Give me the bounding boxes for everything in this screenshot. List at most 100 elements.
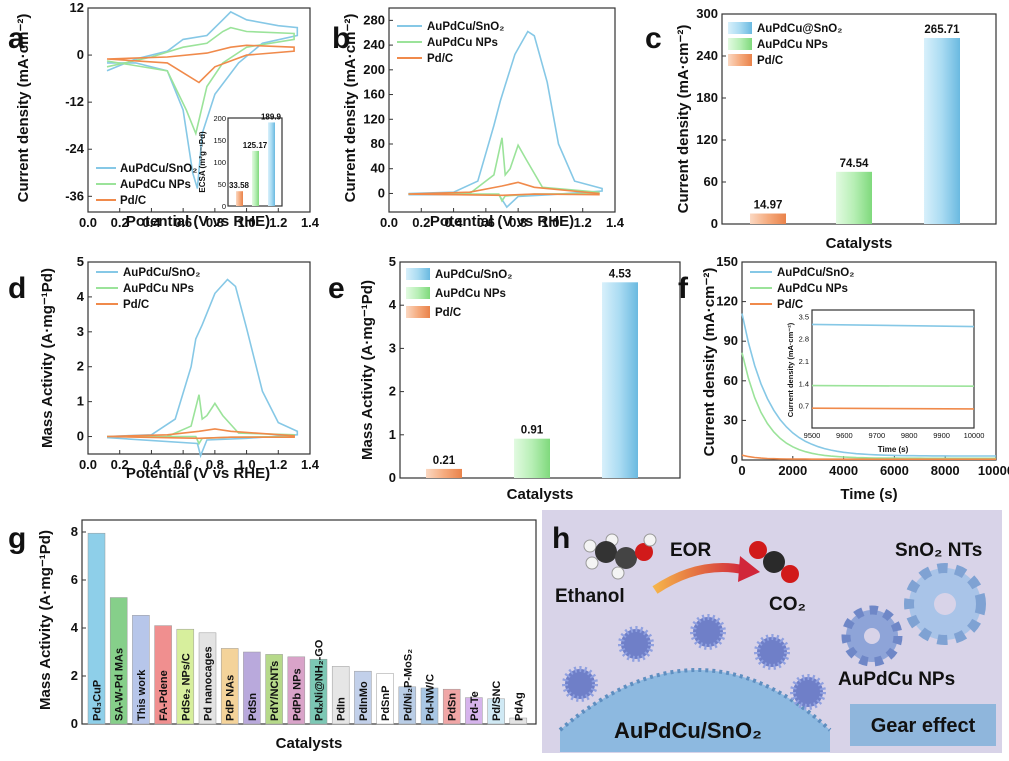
panel-a-curves	[106, 10, 299, 189]
y-tick-label: 0	[378, 185, 385, 200]
panel-e-legend: AuPdCu/SnO₂ AuPdCu NPs Pd/C	[406, 268, 512, 319]
legend-d-snO2: AuPdCu/SnO₂	[123, 267, 200, 279]
panel-c-legend: AuPdCu@SnO₂ AuPdCu NPs Pd/C	[728, 22, 842, 67]
y-tick-label: 240	[696, 48, 718, 63]
panel-d-y-label: Mass Activity (A·mg⁻¹Pd)	[39, 268, 56, 448]
bar-category-label: PdY/NCNTs	[269, 661, 281, 721]
bar	[376, 673, 394, 725]
panel-f-y-label: Current density (mA·cm⁻²)	[701, 268, 718, 457]
bar-value-label: 14.97	[754, 200, 783, 212]
panel-f-inset-x-label: Time (s)	[878, 445, 909, 454]
y-tick-label: 180	[696, 90, 718, 105]
panel-f-inset-curves: 0.7 1.4 2.1 2.8 3.5 9500 9600 9700 9800 9900 10000	[799, 312, 985, 440]
legend-c-nps: AuPdCu NPs	[757, 39, 828, 51]
bar	[442, 688, 461, 725]
bar	[265, 654, 283, 725]
legend-b-nps: AuPdCu NPs	[427, 37, 498, 49]
nps-label: AuPdCu NPs	[838, 669, 955, 690]
x-tick-label: 0.0	[380, 215, 398, 230]
panel-e-x-label: Catalysts	[507, 486, 574, 503]
bar-value-label: 265.71	[924, 24, 960, 36]
curve-pdc	[741, 454, 996, 460]
gear-small-icon	[841, 605, 903, 667]
curve-snO2	[741, 313, 996, 457]
inset-bar-label: 189.9	[261, 112, 282, 121]
panel-b-y-label: Current density (mA·cm⁻²)	[342, 14, 359, 203]
x-tick-label: 0.4	[142, 215, 161, 230]
panel-f: f 0 30 60 90 120 150 0 2000 4000 6000 8000 10000 T…	[678, 254, 1009, 503]
x-tick-label: 10000	[978, 463, 1009, 478]
panel-h: h Ethanol EOR CO₂ SnO₂ NTs	[542, 510, 1002, 753]
bar-category-label: Pd-NW/C	[425, 674, 437, 721]
panel-c-bars: 14.97 74.54 265.71	[750, 24, 960, 225]
spiky-nanoparticles	[562, 614, 826, 710]
bar	[398, 686, 417, 725]
bar	[309, 658, 328, 725]
eor-arrow	[652, 563, 746, 594]
panel-a-inset-y-label: ECSA (m²g⁻¹Pd)	[198, 131, 207, 193]
bar-category-label: PdSnP	[380, 686, 392, 721]
bar-value-label: 4.53	[609, 268, 631, 280]
panel-a-x-ticks: 0.0 0.2 0.4 0.6 0.8 1.0 1.2 1.4	[79, 208, 320, 230]
y-tick-label: 8	[71, 524, 78, 539]
panel-label-h: h	[552, 522, 570, 555]
panel-f-legend: AuPdCu/SnO₂ AuPdCu NPs Pd/C	[750, 267, 854, 311]
curve-snO2	[106, 10, 299, 189]
inset-curve-nps	[811, 384, 975, 387]
bar	[836, 171, 872, 224]
bar-value-label: 0.91	[521, 425, 544, 437]
co2-molecule	[749, 541, 799, 583]
panel-d-curves	[106, 278, 299, 459]
bar-category-label: Pd nanocages	[203, 646, 215, 721]
panel-g-bars: Pd₃CuP SA-W-Pd MAs This work FA-Pdene PdSe₂ …	[87, 532, 528, 725]
sno2-support	[560, 670, 830, 752]
curve-pdc	[106, 44, 295, 84]
bar-category-label: FA-Pdene	[158, 670, 170, 721]
y-tick-label: 6	[71, 572, 78, 587]
inset-y-tick-label: 100	[213, 158, 226, 167]
bar	[220, 648, 239, 725]
panel-e: e 0 1 2 3 4 5 Catalysts Mass Activity (A·mg⁻¹…	[328, 254, 681, 503]
y-tick-label: 1	[77, 394, 84, 409]
x-tick-label: 0.6	[174, 215, 192, 230]
inset-y-tick-label: 50	[218, 180, 226, 189]
panel-b-y-ticks: 0 40 80 120 160 200 240 280	[363, 12, 393, 200]
inset-bar-label: 125.17	[243, 141, 268, 150]
gear-effect-box	[850, 704, 996, 746]
panel-d: d 0 1 2 3 4 5 0.0 0.2 0.4 0.6 0.8 1.0 1.2 1.4 Potent…	[8, 254, 320, 482]
bar	[109, 597, 128, 725]
legend-c-pdc: Pd/C	[757, 55, 783, 67]
bar	[426, 468, 462, 478]
panel-g: g 0 2 4 6 8 Catalysts Mass Activity (A·mg⁻¹P…	[8, 519, 537, 752]
bar-category-label: PdSe₂ NPs/C	[180, 653, 192, 721]
panel-a-y-ticks: 12 0 -12 -24 -36	[65, 0, 92, 203]
inset-bar	[252, 150, 259, 206]
panel-c: c 0 60 120 180 240 300 Catalysts Current dens…	[645, 6, 997, 252]
panel-g-x-label: Catalysts	[276, 735, 343, 752]
inset-curve-pdc	[811, 407, 975, 410]
legend-swatch-pdc	[728, 54, 752, 66]
bar-category-label: PdₓNi@NH₂-GO	[314, 639, 326, 721]
panel-a-y-label: Current density (mA·cm⁻²)	[15, 14, 32, 203]
legend-e-nps: AuPdCu NPs	[435, 288, 506, 300]
y-tick-label: 0	[389, 470, 396, 485]
eor-arrow-head	[738, 556, 760, 582]
y-tick-label: 0	[731, 452, 738, 467]
panel-f-x-label: Time (s)	[840, 486, 897, 503]
bar	[331, 666, 350, 725]
panel-label-d: d	[8, 272, 26, 305]
legend-e-pdc: Pd/C	[435, 307, 461, 319]
bar	[243, 651, 261, 725]
bar-category-label: PdSn	[247, 693, 259, 721]
curve-nps	[408, 137, 600, 203]
y-tick-label: 3	[77, 324, 84, 339]
inset-y-tick-label: 1.4	[799, 379, 809, 388]
bar	[87, 532, 106, 725]
panel-label-c: c	[645, 22, 662, 55]
panel-f-inset: 0.7 1.4 2.1 2.8 3.5 9500 9600 9700 9800 9900 10000…	[786, 309, 985, 454]
y-tick-label: 30	[724, 412, 738, 427]
inset-x-tick-label: 9600	[836, 431, 853, 440]
y-tick-label: 3	[389, 340, 396, 355]
x-tick-label: 0.4	[445, 215, 464, 230]
panel-f-y-ticks: 0 30 60 90 120 150	[716, 254, 746, 467]
